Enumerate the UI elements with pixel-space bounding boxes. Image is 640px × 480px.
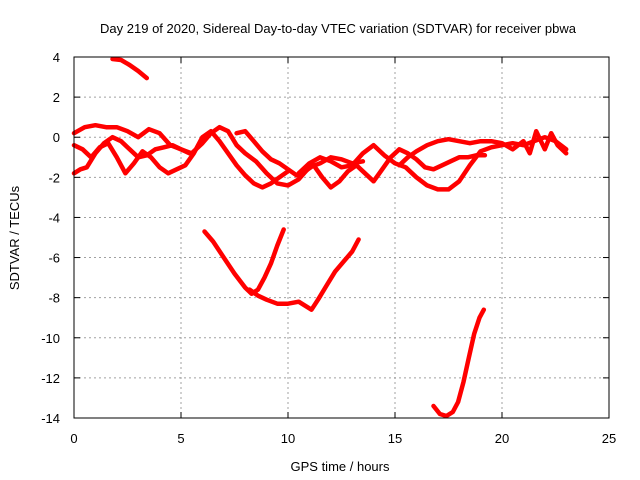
plot-frame [73,56,610,419]
series-line-arc-e [234,128,488,190]
series-line-arc-c [71,128,291,190]
y-tick-label: -12 [41,371,60,386]
series-layer [71,56,569,419]
chart-title: Day 219 of 2020, Sidereal Day-to-day VTE… [100,21,577,36]
y-tick-label: -6 [48,251,60,266]
x-tick-label: 20 [495,431,509,446]
series-line-arc-i [247,237,361,312]
x-tick-label: 5 [177,431,184,446]
y-tick-label: 0 [53,130,60,145]
y-tick-label: -14 [41,411,60,426]
y-tick-label: 4 [53,50,60,65]
y-tick-label: 2 [53,90,60,105]
series-line-arc-a [110,56,150,81]
y-tick-label: -4 [48,210,60,225]
series-line-arc-j [431,307,487,419]
y-axis-label: SDTVAR / TECUs [7,185,22,290]
x-tick-label: 25 [602,431,616,446]
y-tick-label: -2 [48,170,60,185]
y-tick-label: -10 [41,331,60,346]
series-line-arc-d [71,134,192,176]
x-tick-label: 0 [70,431,77,446]
x-tick-label: 10 [281,431,295,446]
grid [74,57,609,418]
series-line-arc-g [397,128,569,168]
x-axis-label: GPS time / hours [291,459,390,474]
y-tick-label: -8 [48,291,60,306]
axis-ticks: 0 5 10 15 20 25 -14 -12 -10 -8 -6 -4 -2 0 2 4 [41,50,616,446]
x-tick-label: 15 [388,431,402,446]
